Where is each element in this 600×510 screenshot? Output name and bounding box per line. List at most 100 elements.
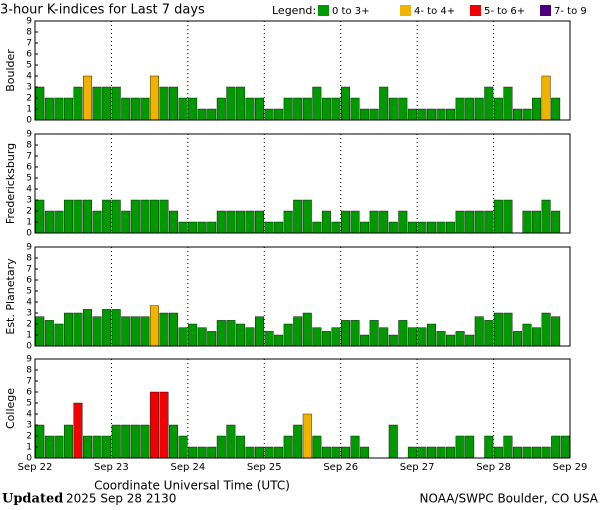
bar [102, 435, 112, 459]
bar [512, 331, 522, 347]
bar [541, 199, 551, 234]
bar [283, 323, 293, 347]
bar [503, 312, 513, 347]
bar [484, 435, 494, 459]
bar [341, 210, 350, 234]
bar [446, 108, 456, 121]
bar [121, 97, 131, 121]
bar [264, 221, 274, 234]
bar [388, 334, 398, 347]
bar [140, 424, 150, 459]
bar [159, 86, 169, 121]
y-tick-label: 0 [26, 116, 32, 126]
bar [235, 323, 245, 347]
bar [216, 320, 226, 347]
bar [465, 97, 475, 121]
bar [283, 210, 293, 234]
bar [484, 86, 494, 121]
y-tick-label: 8 [26, 28, 32, 38]
bar [102, 199, 112, 234]
y-tick-label: 8 [26, 366, 32, 376]
bar [398, 97, 408, 121]
bar [465, 210, 475, 234]
panel-label: Est. Planetary [4, 258, 17, 335]
bar [274, 334, 284, 347]
bar [522, 323, 532, 347]
bar [54, 210, 64, 234]
bar [551, 97, 561, 121]
panel-frame [34, 246, 571, 347]
bar [522, 210, 532, 234]
bar [360, 108, 370, 121]
bar [73, 312, 83, 347]
bar [178, 221, 188, 234]
bar [503, 435, 513, 459]
bar [560, 435, 570, 459]
bar [73, 402, 83, 459]
y-tick-label: 1 [26, 443, 32, 453]
bar [379, 327, 389, 347]
bar [388, 221, 398, 234]
bar [35, 316, 45, 347]
bar [216, 210, 226, 234]
y-tick-label: 0 [26, 342, 32, 352]
bar [130, 316, 140, 347]
footer-date: 2025 Sep 28 2130 [66, 492, 176, 506]
bar [188, 323, 198, 347]
y-tick-label: 2 [26, 432, 32, 442]
bar [541, 75, 551, 121]
bar [274, 446, 284, 459]
bar [360, 446, 370, 459]
bar [111, 309, 121, 347]
bar [417, 327, 427, 347]
legend-label: 5- to 6+ [484, 6, 525, 17]
bar [245, 446, 255, 459]
y-tick-label: 3 [26, 196, 32, 206]
bar [102, 309, 112, 347]
bar [130, 199, 140, 234]
bar [426, 446, 436, 459]
bar [83, 199, 93, 234]
y-tick-label: 3 [26, 421, 32, 431]
bar [532, 327, 542, 347]
bar [321, 210, 331, 234]
legend-swatch [540, 5, 551, 16]
legend-label: 4- to 4+ [414, 6, 455, 17]
bar [169, 424, 179, 459]
bar [465, 435, 475, 459]
legend-swatch [470, 5, 481, 16]
y-tick-label: 7 [26, 265, 32, 275]
bar [312, 221, 322, 234]
bar [407, 108, 417, 121]
y-tick-label: 8 [26, 254, 32, 264]
bar [63, 424, 73, 459]
bar [149, 391, 159, 459]
bar [226, 424, 236, 459]
bar [293, 199, 303, 234]
bar [407, 327, 417, 347]
y-tick-label: 3 [26, 309, 32, 319]
bar [426, 221, 436, 234]
bar [197, 446, 207, 459]
bar [474, 316, 484, 347]
bar [274, 108, 284, 121]
bar [178, 327, 188, 347]
bar [350, 435, 360, 459]
footer-source: NOAA/SWPC Boulder, CO USA [420, 492, 599, 506]
y-tick-label: 2 [26, 207, 32, 217]
bar [379, 210, 389, 234]
bar [493, 312, 503, 347]
bar [188, 446, 198, 459]
bar [360, 334, 370, 347]
legend-swatch [400, 5, 411, 16]
bar [302, 97, 312, 121]
bar [493, 97, 503, 121]
bar [522, 108, 532, 121]
y-tick-label: 5 [26, 61, 32, 71]
bar [369, 210, 379, 234]
y-tick-label: 4 [26, 410, 32, 420]
y-tick-label: 4 [26, 298, 32, 308]
x-tick-label: Sep 24 [170, 462, 205, 473]
panel-frame [34, 358, 571, 459]
y-tick-label: 2 [26, 320, 32, 330]
